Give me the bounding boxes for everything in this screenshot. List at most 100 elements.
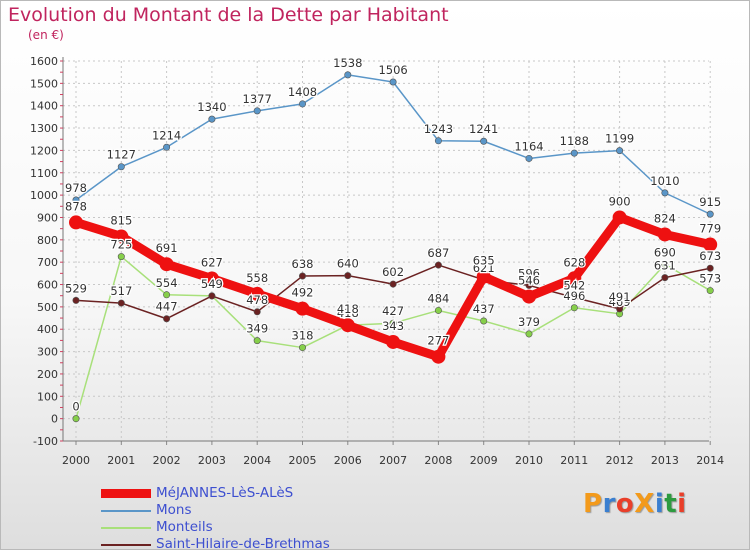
- legend-swatch: [101, 489, 151, 498]
- data-label: 815: [110, 213, 132, 227]
- y-tick-label: 100: [37, 390, 58, 403]
- data-point: [117, 299, 125, 307]
- data-point: [570, 149, 578, 157]
- data-point: [253, 107, 261, 115]
- data-label: 878: [65, 199, 87, 213]
- data-label: 640: [337, 257, 359, 271]
- y-tick-label: 1000: [30, 189, 58, 202]
- data-label: 478: [246, 293, 268, 307]
- x-tick-label: 2008: [424, 454, 452, 467]
- data-point: [208, 292, 216, 300]
- data-label: 638: [292, 257, 314, 271]
- data-label: 635: [473, 254, 495, 268]
- data-point: [480, 317, 488, 325]
- data-point: [570, 304, 578, 312]
- data-point: [434, 261, 442, 269]
- data-point: [661, 274, 669, 282]
- data-point: [386, 334, 401, 349]
- data-label: 492: [292, 286, 314, 300]
- data-point: [434, 306, 442, 314]
- data-point: [706, 210, 714, 218]
- data-point: [389, 319, 397, 327]
- unit-label: (en €): [28, 28, 64, 42]
- data-label: 631: [654, 259, 676, 273]
- data-point: [295, 301, 310, 316]
- data-point: [706, 264, 714, 272]
- data-label: 1241: [469, 122, 498, 136]
- data-label: 725: [110, 238, 132, 252]
- data-label: 418: [337, 302, 359, 316]
- data-point: [159, 257, 174, 272]
- data-point: [570, 293, 578, 301]
- x-tick-label: 2014: [696, 454, 724, 467]
- data-point: [616, 305, 624, 313]
- data-label: 277: [427, 334, 449, 348]
- data-label: 418: [337, 306, 359, 320]
- data-label: 558: [246, 271, 268, 285]
- data-label: 554: [156, 276, 178, 290]
- data-point: [522, 289, 536, 304]
- y-tick-label: 1500: [30, 77, 58, 90]
- data-point: [72, 196, 80, 204]
- data-point: [253, 308, 261, 316]
- data-point: [69, 215, 83, 230]
- data-label: 318: [292, 329, 314, 343]
- x-tick-label: 2009: [470, 454, 498, 467]
- legend-label: Monteils: [156, 519, 213, 535]
- data-label: 542: [563, 278, 585, 292]
- data-point: [434, 137, 442, 145]
- y-tick-label: 600: [37, 279, 58, 292]
- y-tick-label: 1400: [30, 100, 58, 113]
- data-label: 673: [699, 249, 721, 263]
- data-point: [431, 349, 446, 364]
- legend-label: Saint-Hilaire-de-Brethmas: [156, 536, 330, 552]
- data-point: [298, 100, 306, 108]
- data-point: [661, 260, 669, 268]
- data-label: 447: [156, 300, 178, 314]
- y-tick-label: 900: [37, 211, 58, 224]
- data-label: 484: [427, 291, 449, 305]
- data-point: [344, 71, 352, 79]
- data-label: 1199: [605, 132, 634, 146]
- data-point: [661, 189, 669, 197]
- data-label: 549: [201, 277, 223, 291]
- data-point: [340, 318, 355, 333]
- data-label: 496: [563, 289, 585, 303]
- x-tick-label: 2007: [379, 454, 407, 467]
- data-point: [525, 330, 533, 338]
- data-point: [389, 78, 397, 86]
- data-label: 427: [382, 304, 404, 318]
- data-label: 517: [110, 284, 132, 298]
- data-label: 1127: [107, 148, 136, 162]
- data-label: 529: [65, 281, 87, 295]
- x-tick-label: 2013: [651, 454, 679, 467]
- legend-label: MéJANNES-LèS-ALèS: [156, 485, 294, 501]
- data-label: 1164: [514, 139, 543, 153]
- data-label: 491: [609, 290, 631, 304]
- data-point: [525, 281, 533, 289]
- legend-swatch: [101, 543, 151, 546]
- data-point: [208, 115, 216, 123]
- data-point: [657, 227, 672, 242]
- data-label: 1408: [288, 85, 317, 99]
- data-label: 343: [382, 319, 404, 333]
- data-label: 1506: [378, 63, 407, 77]
- proxiti-logo: ProXiti: [583, 489, 687, 519]
- data-label: 687: [427, 246, 449, 260]
- data-point: [163, 143, 171, 151]
- data-point: [476, 269, 491, 284]
- data-point: [163, 291, 171, 299]
- data-label: 546: [518, 274, 540, 288]
- data-label: 1188: [560, 134, 589, 148]
- data-point: [114, 229, 129, 244]
- legend-swatch: [101, 526, 151, 529]
- data-label: 549: [201, 277, 223, 291]
- data-point: [204, 271, 219, 286]
- data-label: 0: [72, 400, 79, 414]
- data-point: [706, 287, 714, 295]
- chart-title: Evolution du Montant de la Dette par Hab…: [8, 4, 449, 26]
- y-tick-label: 800: [37, 234, 58, 247]
- x-tick-label: 2011: [560, 454, 588, 467]
